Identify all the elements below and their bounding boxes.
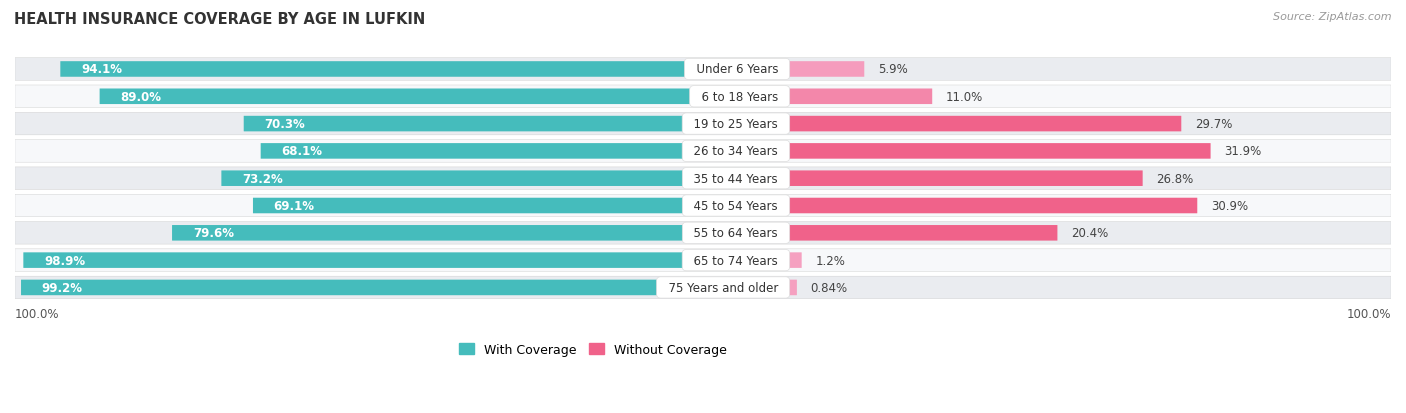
FancyBboxPatch shape: [15, 59, 1391, 81]
Text: 26.8%: 26.8%: [1156, 172, 1194, 185]
FancyBboxPatch shape: [15, 222, 1391, 244]
FancyBboxPatch shape: [21, 280, 786, 295]
Text: HEALTH INSURANCE COVERAGE BY AGE IN LUFKIN: HEALTH INSURANCE COVERAGE BY AGE IN LUFK…: [14, 12, 425, 27]
FancyBboxPatch shape: [786, 280, 797, 295]
Text: 0.84%: 0.84%: [810, 281, 848, 294]
Legend: With Coverage, Without Coverage: With Coverage, Without Coverage: [454, 338, 733, 361]
Text: 79.6%: 79.6%: [193, 227, 233, 240]
FancyBboxPatch shape: [786, 198, 1198, 214]
Text: 31.9%: 31.9%: [1225, 145, 1261, 158]
FancyBboxPatch shape: [15, 195, 1391, 217]
Text: 30.9%: 30.9%: [1211, 199, 1249, 213]
FancyBboxPatch shape: [24, 253, 786, 268]
FancyBboxPatch shape: [786, 253, 801, 268]
FancyBboxPatch shape: [786, 62, 865, 78]
Text: 65 to 74 Years: 65 to 74 Years: [686, 254, 786, 267]
FancyBboxPatch shape: [15, 168, 1391, 190]
FancyBboxPatch shape: [243, 116, 786, 132]
FancyBboxPatch shape: [15, 86, 1391, 108]
Text: 6 to 18 Years: 6 to 18 Years: [693, 90, 786, 104]
FancyBboxPatch shape: [15, 276, 1391, 299]
Text: Under 6 Years: Under 6 Years: [689, 63, 786, 76]
FancyBboxPatch shape: [786, 144, 1211, 159]
Text: 89.0%: 89.0%: [121, 90, 162, 104]
Text: 1.2%: 1.2%: [815, 254, 845, 267]
Text: 73.2%: 73.2%: [242, 172, 283, 185]
FancyBboxPatch shape: [100, 89, 786, 105]
FancyBboxPatch shape: [15, 140, 1391, 163]
FancyBboxPatch shape: [60, 62, 786, 78]
Text: 98.9%: 98.9%: [44, 254, 86, 267]
Text: 45 to 54 Years: 45 to 54 Years: [686, 199, 786, 213]
FancyBboxPatch shape: [253, 198, 786, 214]
Text: 68.1%: 68.1%: [281, 145, 322, 158]
Text: 35 to 44 Years: 35 to 44 Years: [686, 172, 786, 185]
Text: 19 to 25 Years: 19 to 25 Years: [686, 118, 786, 131]
FancyBboxPatch shape: [786, 116, 1181, 132]
Text: 26 to 34 Years: 26 to 34 Years: [686, 145, 786, 158]
Text: 100.0%: 100.0%: [1347, 307, 1391, 320]
Text: 69.1%: 69.1%: [274, 199, 315, 213]
Text: 11.0%: 11.0%: [946, 90, 983, 104]
FancyBboxPatch shape: [15, 113, 1391, 135]
Text: 75 Years and older: 75 Years and older: [661, 281, 786, 294]
FancyBboxPatch shape: [786, 171, 1143, 187]
FancyBboxPatch shape: [786, 89, 932, 105]
Text: 70.3%: 70.3%: [264, 118, 305, 131]
Text: 94.1%: 94.1%: [82, 63, 122, 76]
FancyBboxPatch shape: [221, 171, 786, 187]
Text: 5.9%: 5.9%: [877, 63, 908, 76]
FancyBboxPatch shape: [172, 225, 786, 241]
FancyBboxPatch shape: [260, 144, 786, 159]
Text: 99.2%: 99.2%: [42, 281, 83, 294]
FancyBboxPatch shape: [786, 225, 1057, 241]
Text: 20.4%: 20.4%: [1071, 227, 1108, 240]
Text: 29.7%: 29.7%: [1195, 118, 1232, 131]
Text: 100.0%: 100.0%: [15, 307, 59, 320]
FancyBboxPatch shape: [15, 249, 1391, 272]
Text: Source: ZipAtlas.com: Source: ZipAtlas.com: [1274, 12, 1392, 22]
Text: 55 to 64 Years: 55 to 64 Years: [686, 227, 786, 240]
